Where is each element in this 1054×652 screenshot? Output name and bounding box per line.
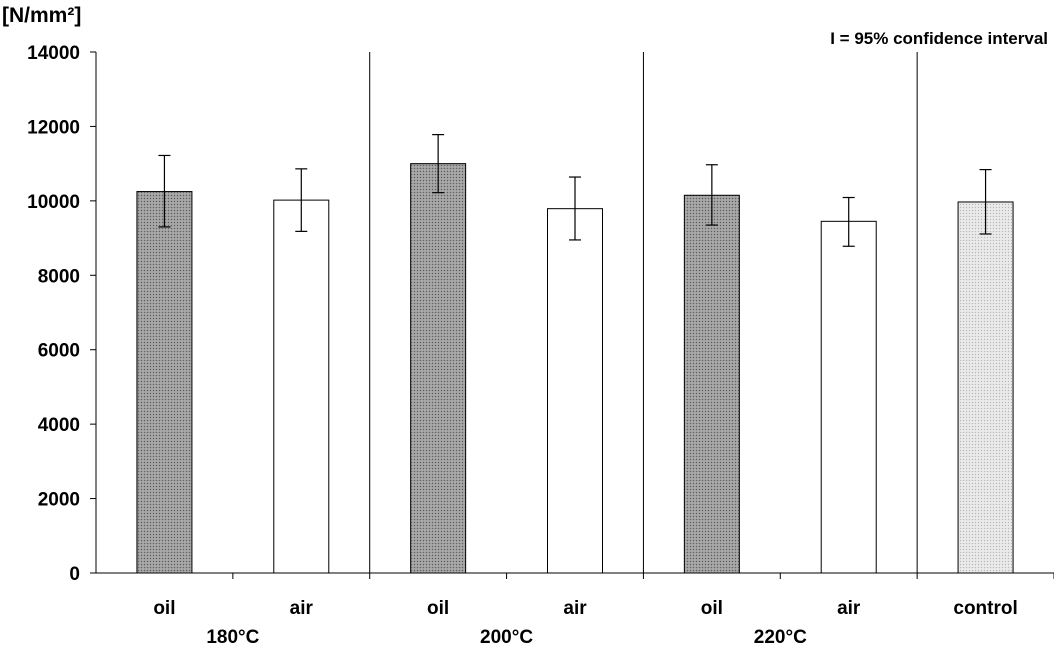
y-tick-label: 2000 [38,490,80,511]
category-label: oil [427,598,449,619]
bar-air [820,220,877,574]
axes [95,52,1054,579]
y-tick-label: 14000 [27,43,80,64]
bar-oil [136,191,193,574]
bars [136,163,1014,574]
y-tick-label: 8000 [38,266,80,287]
bar-air [273,199,330,574]
y-tick-label: 10000 [27,192,80,213]
group-separators [369,52,918,573]
x-axis-labels: oil air oil air oil air control 180°C 200°C 220°C [153,598,1017,648]
y-tick-label: 6000 [38,341,80,362]
y-tick-label: 4000 [38,415,80,436]
category-label: air [837,598,861,619]
group-label: 200°C [480,627,533,648]
y-tick-label: 12000 [27,117,80,138]
category-label: air [290,598,314,619]
group-label: 180°C [206,627,259,648]
error-bars [158,134,992,247]
group-label: 220°C [754,627,807,648]
category-label: oil [153,598,175,619]
y-tick-label: 0 [69,564,80,585]
category-label: air [563,598,587,619]
confidence-interval-legend: I = 95% confidence interval [830,29,1048,48]
bar-oil [410,163,467,574]
y-axis-unit-label: [N/mm²] [2,4,81,27]
bar-control [957,201,1014,574]
category-label: oil [701,598,723,619]
y-axis-ticks: 0 2000 4000 6000 8000 10000 12000 14000 [27,43,96,585]
category-label: control [953,598,1017,619]
bar-oil [683,194,740,574]
bar-air [547,208,603,574]
